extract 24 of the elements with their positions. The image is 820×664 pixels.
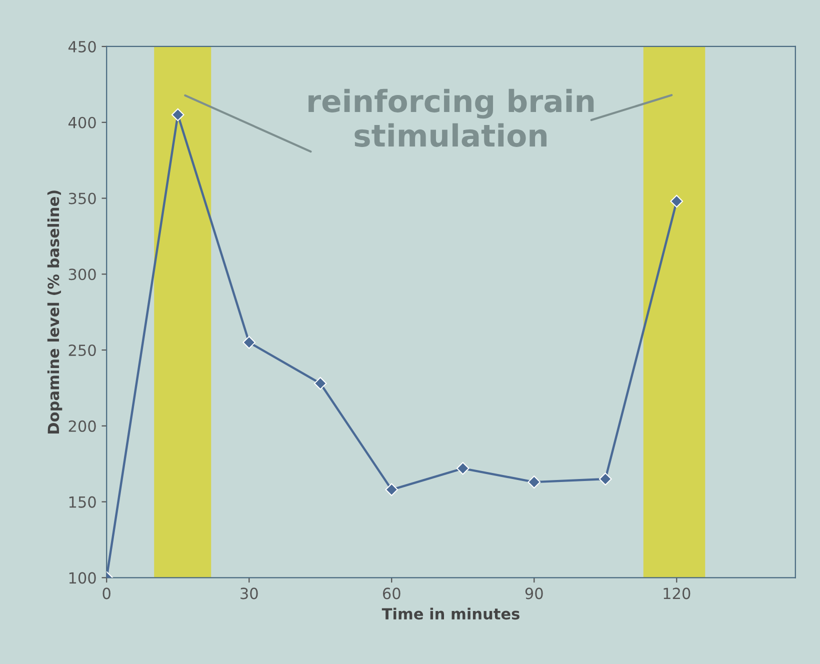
point [528, 476, 541, 488]
point [171, 108, 184, 122]
y-tick-label: 400 [68, 116, 96, 128]
y-tick-label: 300 [68, 268, 96, 280]
x-tick-label: 30 [240, 588, 258, 600]
point [598, 472, 612, 486]
x-tick-label: 120 [664, 588, 690, 600]
y-axis-title: Dopamine level (% baseline) [47, 190, 62, 434]
y-tick-label: 150 [69, 496, 96, 508]
point [456, 462, 470, 475]
x-tick-label: 60 [382, 588, 400, 600]
y-tick-label: 200 [68, 420, 96, 432]
point [670, 194, 684, 208]
x-axis-title: Time in minutes [382, 608, 520, 620]
y-tick-label: 350 [68, 192, 96, 204]
x-tick-label: 90 [525, 588, 543, 600]
y-tick-label: 100 [69, 572, 96, 584]
annotation: reinforcing brain stimulation [308, 88, 594, 147]
y-tick-label: 450 [68, 40, 96, 52]
y-tick-label: 250 [68, 344, 96, 356]
point [242, 336, 256, 349]
x-tick-label: 0 [102, 588, 110, 600]
point [314, 377, 327, 390]
point [385, 483, 398, 496]
